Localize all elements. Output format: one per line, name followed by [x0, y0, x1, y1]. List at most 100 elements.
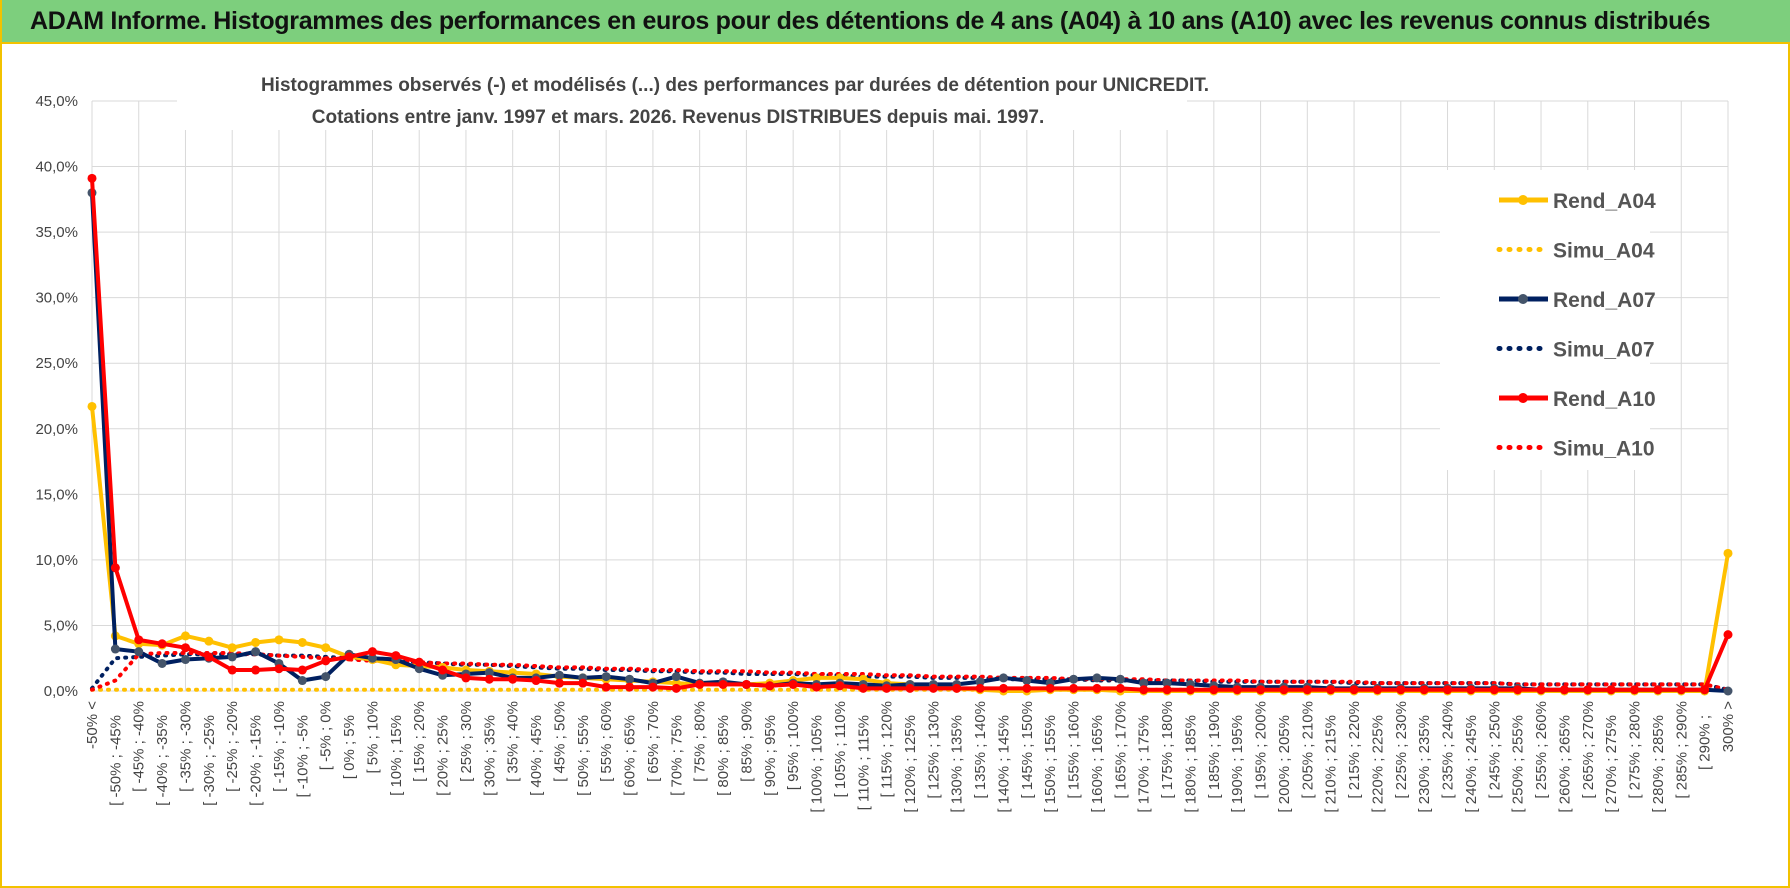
x-tick-label: [ 170% ; 175%: [1136, 715, 1153, 813]
y-tick-label: 35,0%: [35, 224, 78, 241]
data-point: [1723, 686, 1733, 696]
data-point: [414, 664, 424, 674]
data-point: [1092, 683, 1102, 693]
x-tick-label: [ 180% ; 185%: [1182, 715, 1199, 813]
legend-label: Simu_A04: [1553, 240, 1655, 263]
data-point: [1209, 685, 1219, 695]
y-tick-label: 25,0%: [35, 355, 78, 372]
data-point: [1092, 673, 1102, 683]
x-tick-label: [ 275% ; 280%: [1627, 701, 1644, 799]
x-tick-label: [ 100% ; 105%: [809, 715, 826, 813]
x-tick-label: [ -15% ; -10%: [271, 701, 288, 792]
data-point: [134, 647, 144, 657]
data-point: [1162, 685, 1172, 695]
legend-marker: [1518, 195, 1528, 205]
chart-title-line-1: Histogrammes observés (-) et modélisés (…: [261, 75, 1209, 96]
data-point: [180, 655, 190, 665]
data-point: [1419, 685, 1429, 695]
data-point: [251, 665, 261, 675]
x-tick-label: [ -20% ; -15%: [248, 715, 265, 806]
x-tick-label: [ 290% ;: [1697, 715, 1714, 770]
x-tick-label: [ 65% ; 70%: [645, 701, 662, 782]
x-tick-label: [ -45% ; -40%: [131, 701, 148, 792]
x-tick-label: [ 75% ; 80%: [692, 701, 709, 782]
data-point: [1069, 683, 1079, 693]
data-point: [508, 674, 518, 684]
report-banner: ADAM Informe. Histogrammes des performan…: [2, 0, 1790, 44]
chart-title-backdrop: [177, 66, 1187, 130]
data-point: [484, 668, 494, 678]
data-point: [998, 673, 1008, 683]
data-point: [180, 631, 190, 641]
data-point: [695, 679, 705, 689]
x-tick-label: [ 205% ; 210%: [1299, 701, 1316, 799]
data-point: [1326, 685, 1336, 695]
data-point: [321, 643, 331, 653]
x-tick-label: [ -50% ; -45%: [107, 715, 124, 806]
data-point: [1466, 685, 1476, 695]
data-point: [1256, 685, 1266, 695]
x-tick-label: [ 80% ; 85%: [715, 715, 732, 796]
data-point: [157, 639, 167, 649]
data-point: [1139, 685, 1149, 695]
data-point: [110, 563, 120, 573]
data-point: [835, 681, 845, 691]
x-tick-label: [ 20% ; 25%: [435, 715, 452, 796]
data-point: [741, 679, 751, 689]
x-tick-label: [ 240% ; 245%: [1463, 715, 1480, 813]
x-tick-label: [ 30% ; 35%: [481, 715, 498, 796]
chart-title-line-2: Cotations entre janv. 1997 et mars. 2026…: [312, 107, 1045, 128]
data-point: [1630, 685, 1640, 695]
x-tick-label: [ 220% ; 225%: [1369, 715, 1386, 813]
data-point: [367, 647, 377, 657]
x-tick-label: [ -25% ; -20%: [224, 701, 241, 792]
y-tick-label: 40,0%: [35, 159, 78, 176]
x-tick-label: [ 245% ; 250%: [1486, 701, 1503, 799]
data-point: [625, 682, 635, 692]
x-tick-label: [ 15% ; 20%: [411, 701, 428, 782]
legend-label: Simu_A10: [1553, 438, 1655, 461]
data-point: [554, 670, 564, 680]
x-tick-label: [ 5% ; 10%: [364, 701, 381, 774]
data-point: [578, 678, 588, 688]
x-tick-label: [ 140% ; 145%: [995, 715, 1012, 813]
data-point: [204, 652, 214, 662]
data-point: [157, 658, 167, 668]
data-point: [484, 674, 494, 684]
data-point: [87, 401, 97, 411]
x-tick-label: [ 175% ; 180%: [1159, 701, 1176, 799]
x-tick-label: [ 195% ; 200%: [1253, 701, 1270, 799]
data-point: [1372, 685, 1382, 695]
x-tick-label: 300% >: [1720, 701, 1737, 753]
data-point: [1045, 683, 1055, 693]
data-point: [812, 682, 822, 692]
y-tick-label: 10,0%: [35, 552, 78, 569]
x-tick-label: [ 25% ; 30%: [458, 701, 475, 782]
x-tick-label: [ -5% ; 0%: [318, 701, 335, 770]
data-point: [251, 647, 261, 657]
x-tick-label: [ 185% ; 190%: [1206, 701, 1223, 799]
data-point: [1069, 674, 1079, 684]
x-tick-label: [ 145% ; 150%: [1019, 701, 1036, 799]
x-tick-label: [ 35% ; 40%: [505, 701, 522, 782]
x-tick-label: [ 270% ; 275%: [1603, 715, 1620, 813]
report-title: ADAM Informe. Histogrammes des performan…: [30, 7, 1711, 35]
data-point: [438, 665, 448, 675]
data-point: [134, 635, 144, 645]
y-tick-label: 15,0%: [35, 486, 78, 503]
data-point: [274, 664, 284, 674]
data-point: [321, 656, 331, 666]
legend-label: Simu_A07: [1553, 339, 1655, 362]
x-tick-label: [ 105% ; 110%: [832, 701, 849, 797]
x-tick-label: [ 45% ; 50%: [551, 701, 568, 782]
x-tick-label: [ 95% ; 100%: [785, 701, 802, 790]
x-tick-label: [ 200% ; 205%: [1276, 715, 1293, 813]
data-point: [1676, 685, 1686, 695]
series-lines: [87, 173, 1733, 696]
data-point: [671, 672, 681, 682]
data-point: [928, 683, 938, 693]
y-tick-label: 30,0%: [35, 290, 78, 307]
x-tick-label: [ 150% ; 155%: [1042, 715, 1059, 813]
